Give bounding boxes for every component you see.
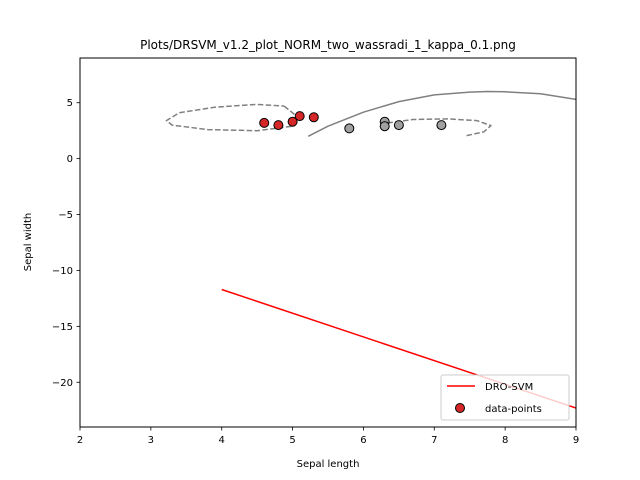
data-point (393, 120, 404, 131)
axis-ticks: 2 3 4 5 6 7 8 9 5 0 −5 −10 −15 −20 (52, 98, 579, 446)
y-tick-label: −10 (52, 266, 73, 277)
y-tick-label: 5 (67, 98, 73, 109)
y-tick-label: 0 (67, 154, 73, 165)
x-tick-label: 8 (502, 435, 508, 446)
x-tick-label: 7 (431, 435, 437, 446)
data-point (273, 120, 284, 131)
data-point (344, 123, 355, 134)
y-axis-label: Sepal width (23, 213, 34, 272)
boundary-curve-1 (307, 90, 576, 137)
legend: DRO-SVM data-points (440, 374, 570, 421)
boundary-arc-3 (382, 118, 492, 137)
plot-area (165, 90, 576, 409)
legend-dro-svm-label: DRO-SVM (485, 382, 533, 393)
x-tick-label: 4 (219, 435, 225, 446)
y-tick-label: −15 (52, 322, 73, 333)
x-tick-label: 2 (77, 435, 83, 446)
axes-frame (79, 57, 577, 428)
x-tick-label: 5 (289, 435, 295, 446)
data-point (436, 120, 447, 131)
x-tick-label: 3 (148, 435, 154, 446)
legend-data-points-marker (455, 403, 465, 413)
data-point (379, 121, 390, 132)
x-tick-label: 9 (573, 435, 579, 446)
data-point (308, 112, 319, 123)
data-point (259, 117, 270, 128)
chart-title: Plots/DRSVM_v1.2_plot_NORM_two_wassradi_… (140, 38, 516, 52)
data-point (287, 116, 298, 127)
data-point (294, 111, 305, 122)
legend-data-points-label: data-points (485, 404, 542, 415)
y-tick-label: −5 (58, 210, 73, 221)
x-tick-label: 6 (360, 435, 366, 446)
x-axis-label: Sepal length (297, 459, 360, 470)
y-tick-label: −20 (52, 378, 73, 389)
